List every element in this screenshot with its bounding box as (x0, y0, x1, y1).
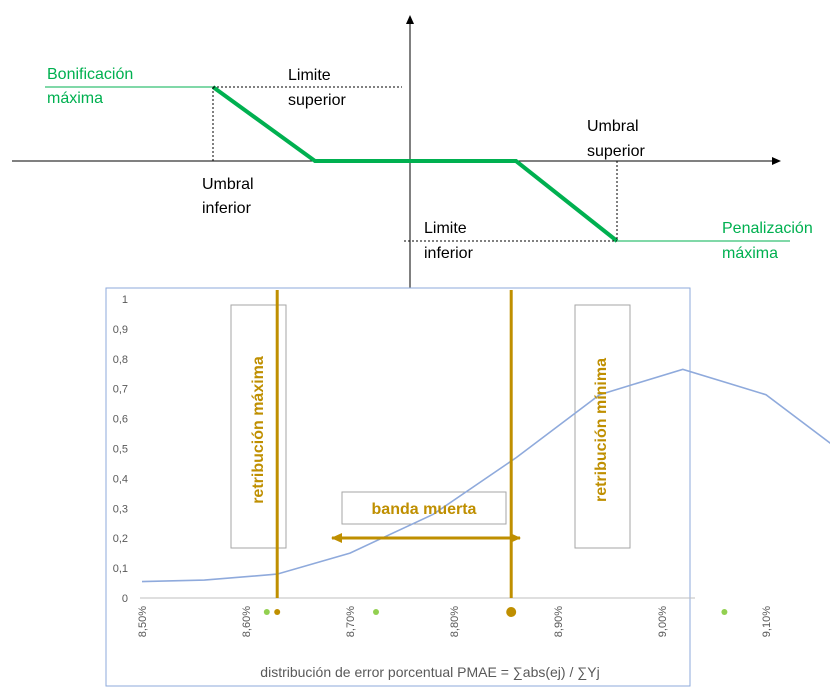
penalty-max-label-2: máxima (722, 245, 778, 262)
gold-point (274, 609, 281, 615)
y-tick-label: 0,5 (113, 444, 128, 456)
y-axis-ticks: 0 0,1 0,2 0,3 0,4 0,5 0,6 0,7 0,8 0,9 1 (113, 294, 128, 605)
y-tick-label: 0,6 (113, 414, 128, 426)
dead-band-label: banda muerta (372, 501, 477, 518)
retribution-diagram: Bonificación máxima Limite superior Umbr… (12, 15, 813, 288)
penalty-max-label-1: Penalización (722, 220, 813, 237)
y-tick-label: 0,8 (113, 354, 128, 366)
green-point (721, 609, 728, 615)
lower-limit-label-2: inferior (424, 245, 474, 262)
y-tick-label: 0 (122, 593, 128, 605)
bonus-max-label-1: Bonificación (47, 66, 133, 83)
max-retribution-box (230, 304, 287, 549)
green-point (373, 609, 379, 615)
error-distribution-chart: 0 0,1 0,2 0,3 0,4 0,5 0,6 0,7 0,8 0,9 1 8,50% 8,60%… (105, 287, 830, 687)
axis-points (263, 607, 728, 617)
upper-threshold-label-1: Umbral (587, 118, 639, 135)
y-tick-label: 0,9 (113, 324, 128, 336)
green-point (263, 609, 270, 615)
min-retribution-box (574, 304, 631, 549)
x-axis-ticks: 8,50%8,60%8,70%8,80%8,90%9,00%9,10%9,20%… (137, 606, 773, 637)
upper-limit-label-2: superior (288, 92, 346, 109)
x-tick-label: 8,90% (553, 606, 565, 637)
chart-frame (105, 287, 691, 687)
retribution-function-line (211, 85, 619, 243)
upper-limit-label-1: Limite (288, 67, 331, 84)
x-tick-label: 8,70% (345, 606, 357, 637)
x-tick-label: 9,00% (657, 606, 669, 637)
x-tick-label: 8,60% (241, 606, 253, 637)
y-tick-label: 0,1 (113, 563, 128, 575)
threshold-lines (275, 290, 513, 598)
min-retribution-label: retribución mínima (593, 358, 610, 502)
curve-layer (141, 368, 830, 583)
y-tick-label: 1 (122, 294, 128, 306)
y-tick-label: 0,2 (113, 533, 128, 545)
lower-threshold-label-2: inferior (202, 200, 252, 217)
x-tick-label: 8,80% (449, 606, 461, 637)
max-retribution-label: retribución máxima (250, 356, 267, 504)
x-tick-label: 8,50% (137, 606, 149, 637)
x-axis-title: distribución de error porcentual PMAE = … (260, 664, 599, 680)
upper-threshold-label-2: superior (587, 143, 645, 160)
y-tick-label: 0,3 (113, 503, 128, 515)
bonus-max-label-2: máxima (47, 90, 103, 107)
dead-band-box (341, 491, 507, 525)
x-tick-label: 9,10% (761, 606, 773, 637)
y-tick-label: 0,4 (113, 473, 128, 485)
distribution-curve (141, 368, 830, 583)
lower-threshold-label-1: Umbral (202, 176, 254, 193)
gold-point (506, 607, 517, 617)
y-tick-label: 0,7 (113, 384, 128, 396)
lower-limit-label-1: Limite (424, 220, 467, 237)
